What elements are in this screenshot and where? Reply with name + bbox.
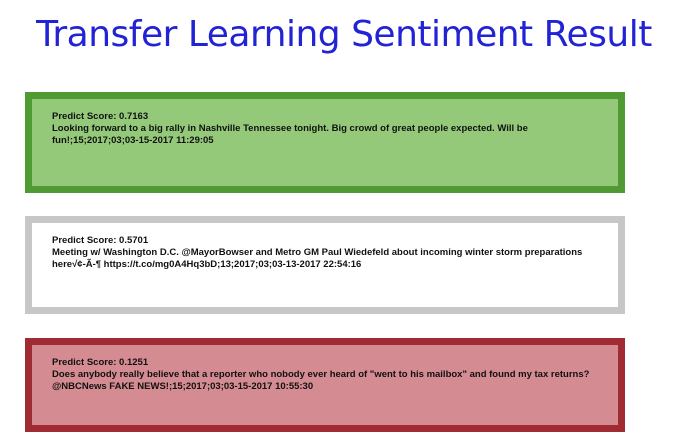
predict-score: Predict Score: 0.7163 (52, 111, 149, 122)
tweet-text: Looking forward to a big rally in Nashvi… (52, 123, 528, 146)
predict-score: Predict Score: 0.5701 (52, 235, 149, 246)
tweet-text: Meeting w/ Washington D.C. @MayorBowser … (52, 247, 583, 270)
result-card-neutral: Predict Score: 0.5701 Meeting w/ Washing… (25, 216, 625, 314)
tweet-text: Does anybody really believe that a repor… (52, 369, 590, 392)
page-title: Transfer Learning Sentiment Result (36, 14, 652, 55)
predict-score: Predict Score: 0.1251 (52, 357, 149, 368)
result-card-positive: Predict Score: 0.7163 Looking forward to… (25, 92, 625, 193)
result-card-negative: Predict Score: 0.1251 Does anybody reall… (25, 338, 625, 432)
